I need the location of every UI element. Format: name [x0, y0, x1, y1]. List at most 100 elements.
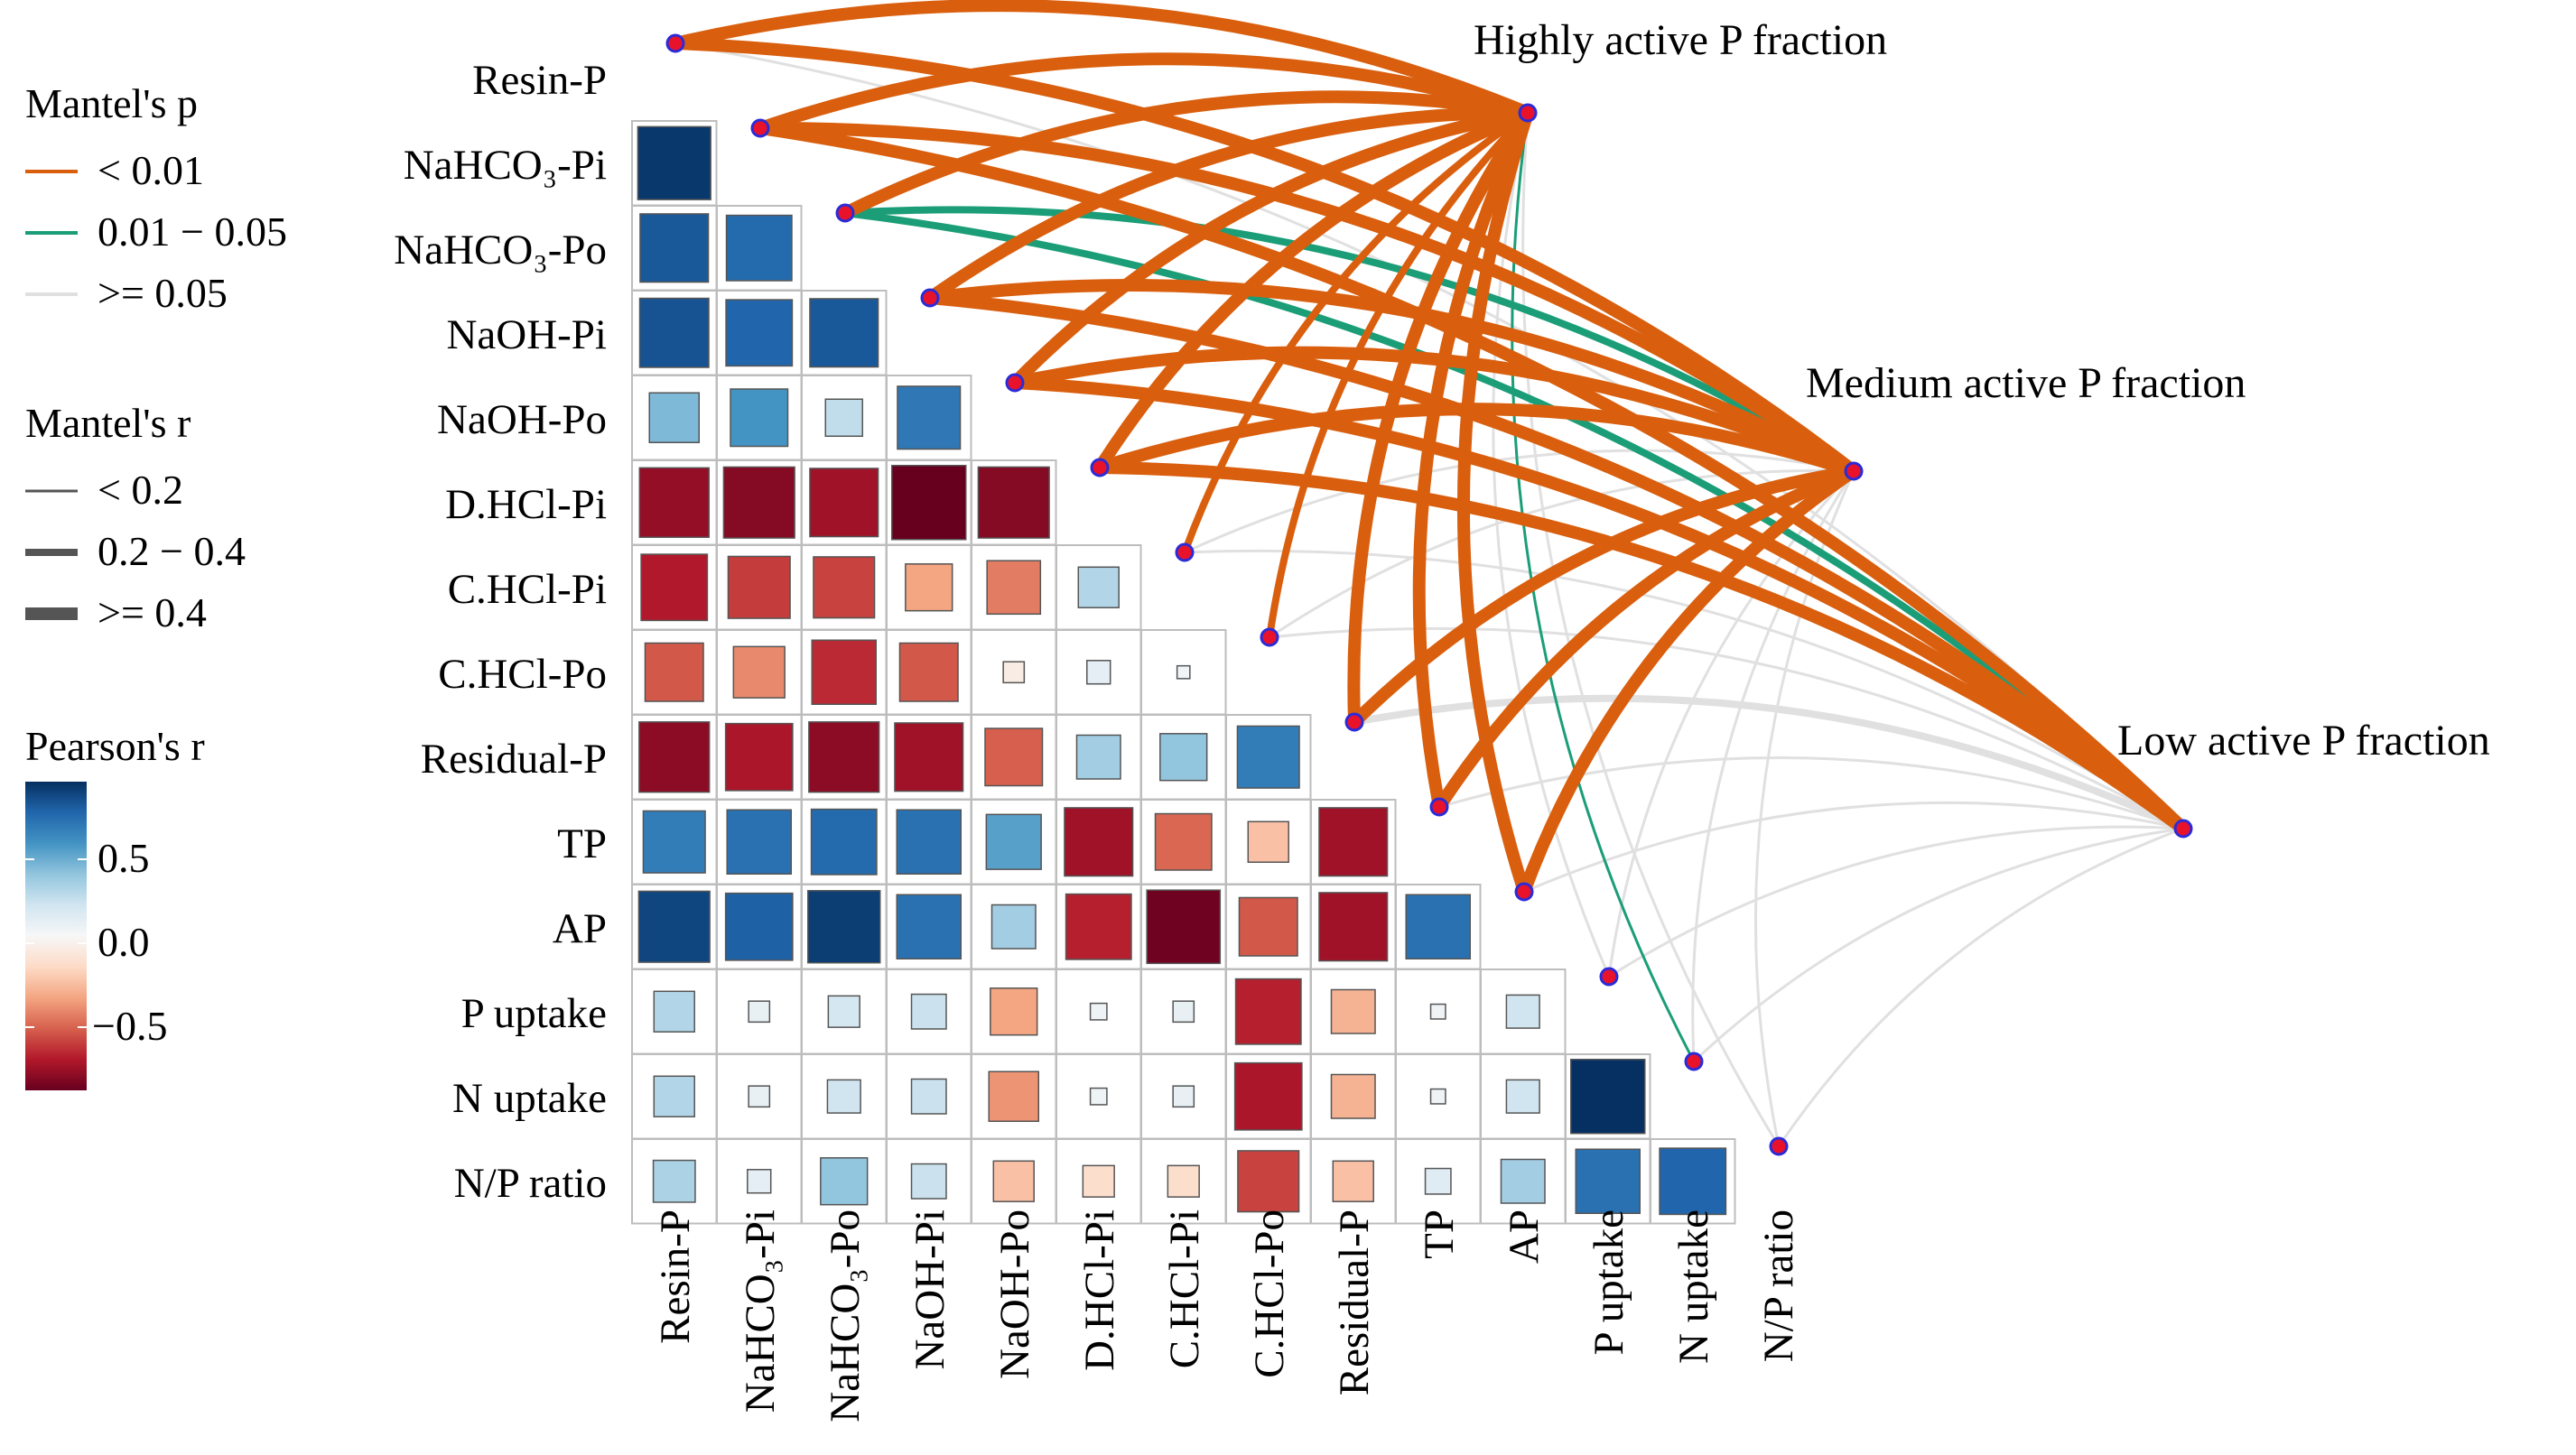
corr-square-tp-c-hcl-pi: [1154, 812, 1213, 871]
corr-square-n-uptake-nahco-pi: [748, 1085, 771, 1108]
col-label-ap: AP: [1501, 1209, 1548, 1264]
colorbar-label-1: 0.5: [98, 835, 150, 881]
anchor-node-c-hcl-po: [1260, 627, 1279, 647]
corr-square-tp-nahco-po: [810, 808, 878, 876]
col-label-naoh-po: NaOH-Po: [991, 1209, 1038, 1379]
corr-square-naoh-pi-nahco-pi: [725, 299, 794, 367]
corr-square-tp-nahco-pi: [726, 809, 793, 876]
corr-square-residual-p-nahco-po: [808, 721, 880, 793]
col-label-n-uptake: N uptake: [1670, 1209, 1717, 1364]
link-nodes: [665, 33, 2193, 1156]
corr-square-naoh-po-nahco-pi: [730, 388, 789, 448]
corr-square-c-hcl-pi-nahco-pi: [727, 555, 791, 619]
col-label-c-hcl-pi: C.HCl-Pi: [1161, 1209, 1208, 1368]
mantel-link-g2-c-hcl-po: [1268, 626, 2185, 830]
corr-square-c-hcl-pi-d-hcl-pi: [1077, 566, 1120, 608]
corr-square-p-uptake-nahco-po: [827, 995, 860, 1028]
corr-square-tp-naoh-pi: [896, 809, 963, 876]
anchor-node-c-hcl-pi: [1175, 542, 1195, 562]
corr-square-ap-resin-p: [637, 890, 711, 963]
mantel-link-g1-nahco-po: [842, 206, 1857, 475]
corr-square-n-uptake-naoh-po: [988, 1070, 1040, 1123]
corr-square-p-uptake-c-hcl-po: [1234, 978, 1302, 1045]
legend-p-label-1: < 0.01: [98, 147, 204, 193]
corr-square-naoh-po-nahco-po: [824, 398, 863, 437]
colorbar-label-2: 0.0: [98, 919, 150, 965]
corr-square-nahco-pi-resin-p: [637, 125, 711, 200]
corr-square-residual-p-naoh-pi: [894, 722, 964, 792]
corr-square-c-hcl-po-d-hcl-pi: [1086, 660, 1111, 685]
corr-square-c-hcl-pi-naoh-po: [986, 560, 1042, 616]
corr-square-c-hcl-po-naoh-pi: [898, 642, 959, 702]
corr-square-tp-residual-p: [1318, 807, 1389, 877]
corr-square-ap-c-hcl-pi: [1146, 889, 1222, 965]
corr-square-residual-p-resin-p: [638, 721, 711, 793]
colorbar-label-3: −0.5: [92, 1003, 167, 1049]
group-node-low-active-p-fraction: [2173, 819, 2193, 839]
corr-square-n-p-ratio-tp: [1424, 1167, 1452, 1195]
mantel-link-g0-tp: [1412, 107, 1534, 813]
corr-square-n-p-ratio-d-hcl-pi: [1082, 1164, 1115, 1198]
corr-square-d-hcl-pi-nahco-pi: [722, 466, 795, 539]
corr-square-c-hcl-po-naoh-po: [1002, 661, 1026, 684]
group-labels: Highly active P fraction Medium active P …: [1474, 16, 2490, 765]
row-label-ap: AP: [553, 905, 607, 952]
corr-square-n-p-ratio-residual-p: [1332, 1160, 1374, 1202]
group-label-medium-active-p-fraction: Medium active P fraction: [1806, 359, 2246, 407]
corr-square-d-hcl-pi-resin-p: [638, 467, 710, 538]
corr-square-residual-p-c-hcl-po: [1236, 725, 1300, 789]
anchor-node-nahco-pi: [750, 118, 770, 138]
variable-labels: Resin-P NaHCO₃-Pi NaHCO₃-Po NaOH-Pi NaOH-Po D…: [394, 57, 1801, 1423]
group-node-medium-active-p-fraction: [1844, 461, 1864, 481]
group-label-highly-active-p-fraction: Highly active P fraction: [1474, 16, 1887, 64]
anchor-node-nahco-po: [835, 203, 855, 223]
mantel-p-legend-title: Mantel's p: [25, 80, 198, 126]
corr-square-p-uptake-resin-p: [653, 990, 695, 1033]
mantel-link-g1-residual-p: [1348, 465, 1860, 728]
col-label-tp: TP: [1416, 1209, 1463, 1259]
corr-square-n-uptake-resin-p: [653, 1075, 695, 1117]
corr-square-c-hcl-pi-naoh-pi: [905, 563, 953, 612]
row-label-p-uptake: P uptake: [461, 990, 607, 1037]
corr-square-ap-tp: [1405, 894, 1472, 960]
corr-square-n-uptake-p-uptake: [1570, 1059, 1646, 1135]
anchor-node-residual-p: [1344, 712, 1364, 732]
corr-square-n-p-ratio-n-uptake: [1659, 1147, 1727, 1216]
corr-square-residual-p-d-hcl-pi: [1075, 734, 1121, 780]
col-label-residual-p: Residual-P: [1331, 1209, 1378, 1395]
mantel-link-g0-p-uptake: [1492, 111, 1611, 978]
group-node-highly-active-p-fraction: [1518, 103, 1538, 123]
row-label-c-hcl-pi: C.HCl-Pi: [448, 566, 607, 613]
mantel-link-g2-resin-p: [674, 42, 2185, 830]
anchor-node-tp: [1429, 797, 1449, 817]
corr-square-ap-naoh-pi: [896, 894, 963, 960]
mantel-link-g1-resin-p: [669, 37, 1860, 477]
mantel-link-g2-naoh-po: [1009, 376, 2190, 835]
col-label-nahco-po: NaHCO₃-Po: [822, 1209, 869, 1423]
corr-square-p-uptake-naoh-po: [990, 987, 1038, 1036]
mantel-link-g2-p-uptake: [1607, 825, 2185, 978]
anchor-node-n-uptake: [1684, 1052, 1704, 1071]
corr-square-n-p-ratio-c-hcl-pi: [1167, 1164, 1200, 1198]
mantel-link-g1-nahco-pi: [754, 121, 1860, 477]
row-label-residual-p: Residual-P: [421, 736, 607, 783]
row-label-n-uptake: N uptake: [452, 1075, 607, 1122]
col-label-resin-p: Resin-P: [652, 1209, 699, 1344]
corr-square-nahco-po-resin-p: [639, 213, 710, 283]
col-label-n-p-ratio: N/P ratio: [1755, 1209, 1802, 1362]
anchor-node-n-p-ratio: [1769, 1136, 1789, 1156]
corr-square-n-p-ratio-resin-p: [652, 1159, 696, 1203]
corr-square-d-hcl-pi-naoh-pi: [891, 465, 967, 541]
corr-square-n-p-ratio-naoh-pi: [910, 1163, 947, 1200]
legend-p-label-3: >= 0.05: [98, 270, 228, 316]
col-label-p-uptake: P uptake: [1586, 1209, 1632, 1355]
corr-square-n-p-ratio-nahco-pi: [747, 1169, 772, 1194]
corr-square-naoh-pi-resin-p: [638, 297, 710, 368]
corr-square-n-uptake-ap: [1505, 1079, 1540, 1114]
corr-square-p-uptake-c-hcl-pi: [1172, 1000, 1195, 1024]
corr-square-n-uptake-residual-p: [1330, 1073, 1376, 1119]
mantel-link-g0-nahco-po: [839, 90, 1534, 219]
anchor-node-ap: [1514, 882, 1534, 902]
mantel-link-g2-c-hcl-pi: [1183, 549, 2185, 830]
